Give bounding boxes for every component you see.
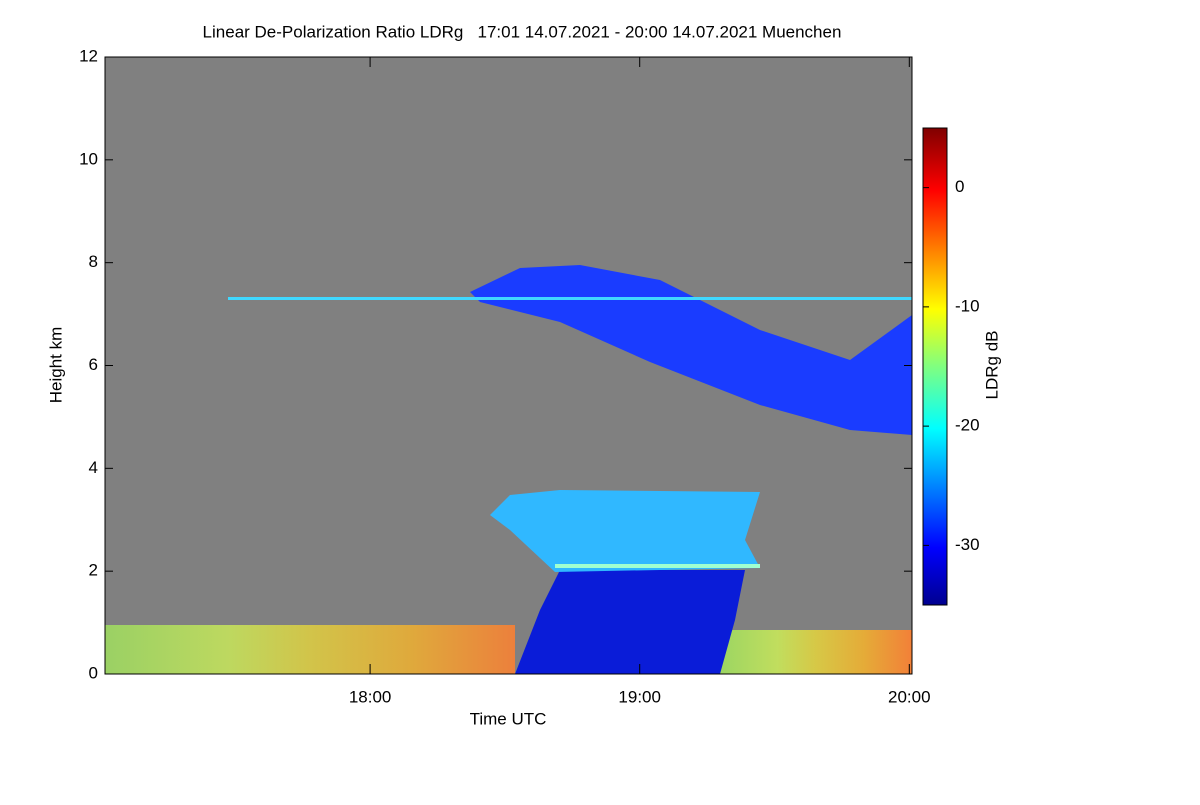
x-tick-label: 19:00 [618,687,661,706]
y-tick-label: 8 [89,252,98,271]
ground-noise [105,625,515,674]
y-tick-label: 2 [89,561,98,580]
y-axis-label: Height km [46,327,65,404]
y-tick-label: 10 [79,149,98,168]
colorbar-tick-label: -30 [955,535,980,554]
melting-layer [555,564,760,568]
chart-title: Linear De-Polarization Ratio LDRg 17:01 … [203,22,842,41]
y-tick-label: 12 [79,46,98,65]
cirrus-cloud [470,265,912,435]
x-tick-label: 20:00 [888,687,931,706]
y-tick-label: 4 [89,458,98,477]
mid-cloud [490,490,760,572]
measurement-field [105,265,912,674]
x-axis-label: Time UTC [470,709,547,728]
colorbar-tick-label: -10 [955,296,980,315]
colorbar-tick-label: -20 [955,416,980,435]
ground-noise [720,630,912,674]
y-tick-label: 0 [89,663,98,682]
precipitation [515,570,745,674]
y-tick-label: 6 [89,355,98,374]
colorbar [922,127,948,606]
cirrus-layer [228,297,912,300]
colorbar-label: LDRg dB [982,331,1001,400]
x-tick-label: 18:00 [349,687,392,706]
colorbar-tick-label: 0 [955,177,964,196]
